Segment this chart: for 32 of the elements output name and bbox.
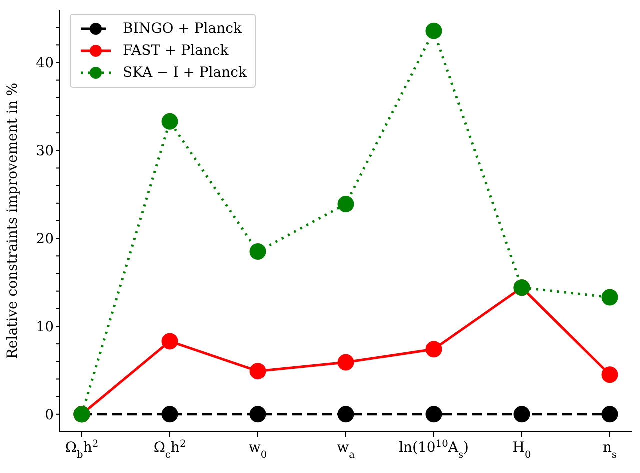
point [250,406,266,423]
point [426,22,442,40]
x-tick-label: Ω$_{c}$h$^{2}$ [154,438,186,460]
point [602,366,618,384]
legend-label: BINGO + Planck [123,21,242,37]
y-tick-label: 40 [36,56,54,72]
point [250,363,266,380]
point [338,196,354,213]
x-tick-label: ln(10$^{10}$A$_{s}$) [399,438,469,460]
point [162,333,178,350]
x-tick-label: H$_{0}$ [512,440,532,460]
x-tick-label: w$_{0}$ [248,440,268,460]
y-tick-label: 30 [36,144,54,160]
point [514,406,530,423]
point [162,406,178,423]
y-tick-label: 0 [45,407,54,424]
point [602,406,618,423]
legend-label: FAST + Planck [123,43,229,59]
legend-label: SKA − I + Planck [123,65,247,81]
point [426,406,442,423]
x-tick-label: n$_{s}$ [602,440,618,460]
x-tick-label: w$_{a}$ [337,440,356,460]
point [426,341,442,358]
point [162,113,178,130]
y-axis-title: Relative constraints improvement in % [4,82,21,360]
y-tick-label: 10 [36,319,54,336]
point [602,289,618,306]
point [338,406,354,423]
y-tick-label: 20 [36,232,54,248]
x-tick-label: Ω$_{b}$h$^{2}$ [65,438,99,460]
point [338,354,354,371]
point [250,244,266,260]
